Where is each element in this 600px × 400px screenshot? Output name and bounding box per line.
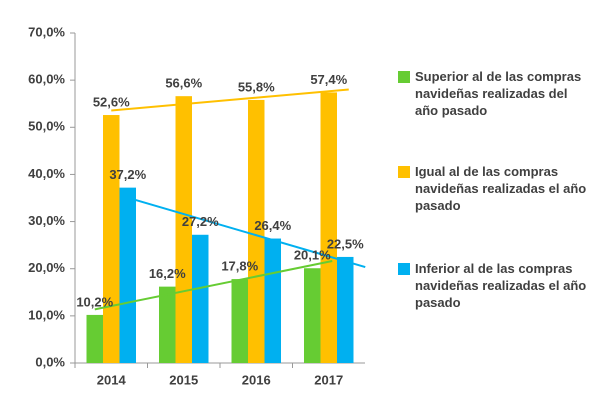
bar bbox=[119, 187, 136, 363]
value-label: 20,1% bbox=[294, 248, 331, 263]
legend-swatch bbox=[398, 263, 410, 275]
trendline bbox=[94, 260, 333, 311]
y-tick-label: 30,0% bbox=[28, 213, 65, 228]
value-label: 22,5% bbox=[327, 236, 364, 251]
x-tick-label: 2014 bbox=[97, 372, 127, 387]
bar bbox=[337, 256, 354, 363]
x-tick-label: 2017 bbox=[314, 372, 343, 387]
y-tick-label: 60,0% bbox=[28, 72, 65, 87]
value-label: 17,8% bbox=[221, 259, 258, 274]
bar bbox=[304, 268, 321, 363]
bar bbox=[103, 115, 120, 364]
legend-swatch bbox=[398, 166, 410, 178]
trendline bbox=[111, 88, 349, 112]
bar bbox=[248, 99, 265, 363]
y-tick-label: 10,0% bbox=[28, 307, 65, 322]
y-tick-label: 20,0% bbox=[28, 260, 65, 275]
value-label: 26,4% bbox=[254, 218, 291, 233]
y-tick-label: 0,0% bbox=[35, 354, 65, 369]
bar bbox=[159, 286, 176, 363]
trendline bbox=[127, 196, 366, 269]
x-tick-label: 2015 bbox=[169, 372, 198, 387]
bar bbox=[231, 279, 248, 363]
y-tick-label: 50,0% bbox=[28, 119, 65, 134]
bar bbox=[175, 96, 192, 364]
y-tick-label: 70,0% bbox=[28, 24, 65, 39]
legend-swatch bbox=[398, 71, 410, 83]
legend-label: Superior al de las compras navideñas rea… bbox=[415, 69, 582, 118]
value-label: 10,2% bbox=[76, 294, 113, 309]
value-label: 52,6% bbox=[93, 94, 130, 109]
bar bbox=[320, 92, 337, 364]
value-label: 57,4% bbox=[310, 72, 347, 87]
value-label: 56,6% bbox=[165, 76, 202, 91]
value-label: 37,2% bbox=[109, 167, 146, 182]
bar bbox=[264, 238, 281, 363]
legend-item: Superior al de las compras navideñas rea… bbox=[398, 68, 588, 119]
bar bbox=[86, 314, 103, 363]
y-tick-label: 40,0% bbox=[28, 166, 65, 181]
value-label: 27,2% bbox=[182, 214, 219, 229]
legend-label: Inferior al de las compras navideñas rea… bbox=[415, 261, 587, 310]
bar bbox=[192, 234, 209, 363]
legend-label: Igual al de las compras navideñas realiz… bbox=[415, 164, 587, 213]
legend-item: Inferior al de las compras navideñas rea… bbox=[398, 260, 588, 311]
value-label: 55,8% bbox=[238, 79, 275, 94]
legend-item: Igual al de las compras navideñas realiz… bbox=[398, 163, 588, 214]
x-tick-label: 2016 bbox=[242, 372, 271, 387]
value-label: 16,2% bbox=[149, 266, 186, 281]
